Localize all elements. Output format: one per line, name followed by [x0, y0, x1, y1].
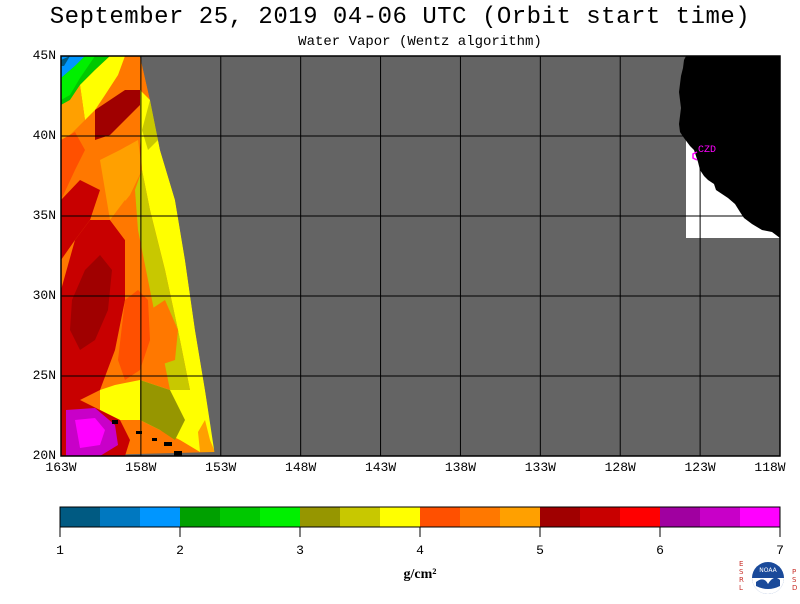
colorbar-segment [660, 507, 701, 527]
colorbar-units: g/cm² [403, 567, 437, 582]
station-marker-czd [692, 151, 698, 161]
station-label-czd: CZD [698, 145, 717, 156]
longitude-label: 143W [364, 460, 397, 475]
logo-letter: R [739, 576, 744, 584]
colorbar-segment [260, 507, 301, 527]
colorbar-tick-label: 4 [416, 543, 424, 558]
logo-letter: S [792, 576, 797, 584]
colorbar-segment [740, 507, 781, 527]
logo-letter: L [739, 584, 743, 592]
colorbar-segment [380, 507, 421, 527]
colorbar-tick-label: 1 [56, 543, 64, 558]
lat-lon-grid [61, 56, 780, 456]
colorbar-segment [460, 507, 501, 527]
colorbar-tick-label: 6 [656, 543, 664, 558]
logo-letter: S [739, 568, 744, 576]
map-title: September 25, 2019 04-06 UTC (Orbit star… [49, 4, 751, 31]
logo-letter: E [739, 560, 744, 568]
longitude-label: 158W [125, 460, 157, 475]
colorbar-segment [220, 507, 261, 527]
colorbar-segment [580, 507, 621, 527]
water-vapor-swath [61, 56, 221, 456]
latitude-label: 45N [32, 48, 56, 63]
colorbar-segment [500, 507, 541, 527]
longitude-label: 118W [754, 460, 786, 475]
longitude-label: 138W [444, 460, 477, 475]
colorbar-segment [700, 507, 741, 527]
logo-letter: P [792, 568, 797, 576]
longitude-label: 153W [205, 460, 237, 475]
latitude-label: 30N [32, 288, 56, 303]
colorbar-segment [180, 507, 221, 527]
latitude-label: 20N [32, 448, 56, 463]
no-data-region [140, 56, 686, 456]
colorbar-tick-label: 2 [176, 543, 184, 558]
colorbar-tick-label: 7 [776, 543, 784, 558]
colorbar-tick-label: 5 [536, 543, 544, 558]
colorbar-segment [140, 507, 181, 527]
colorbar-segment [540, 507, 581, 527]
colorbar-segment [300, 507, 341, 527]
map-frame [60, 55, 781, 457]
latitude-label: 40N [32, 128, 56, 143]
colorbar [59, 506, 781, 537]
colorbar-segment [60, 507, 101, 527]
colorbar-segment [620, 507, 661, 527]
logo-letter: D [792, 584, 798, 592]
map-subtitle: Water Vapor (Wentz algorithm) [298, 34, 542, 50]
noaa-emblem-icon: NOAA [752, 562, 784, 594]
latitude-label: 35N [32, 208, 56, 223]
colorbar-segment [340, 507, 381, 527]
colorbar-segment [420, 507, 461, 527]
colorbar-tick-label: 3 [296, 543, 304, 558]
colorbar-segment [100, 507, 141, 527]
land-mass [679, 56, 780, 238]
longitude-label: 133W [524, 460, 556, 475]
latitude-label: 25N [32, 368, 56, 383]
longitude-label: 123W [684, 460, 716, 475]
logo-text: NOAA [759, 567, 777, 574]
longitude-label: 128W [604, 460, 636, 475]
longitude-label: 148W [285, 460, 317, 475]
longitude-label: 163W [45, 460, 77, 475]
